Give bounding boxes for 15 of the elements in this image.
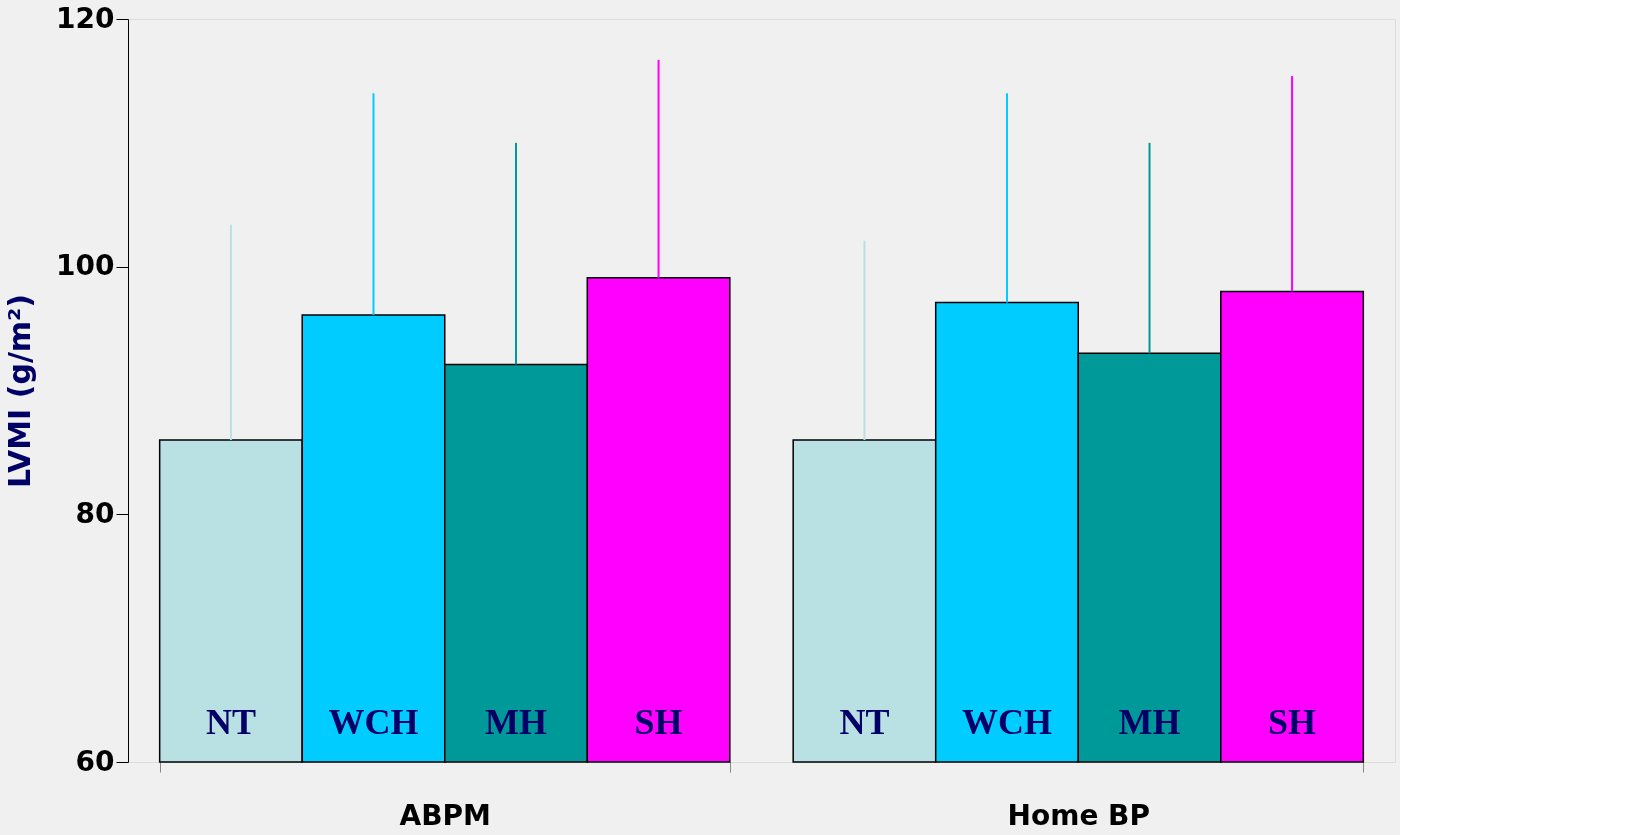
y-axis-title: LVMI (g/m²) [2,294,38,488]
y-tick-label: 80 [75,496,115,530]
text: SH [1268,702,1317,742]
text: MH [1118,702,1181,742]
x-tick-label: Home BP [1007,798,1150,832]
text: WCH [961,702,1052,742]
x-tick-label: ABPM [399,798,491,832]
series-label: NT [205,702,256,742]
text: NT [839,702,890,742]
series-label: SH [634,702,683,742]
series-label: WCH [328,702,419,742]
y-tick-label: 60 [75,744,115,778]
y-tick-label: 120 [56,1,115,35]
series-label: MH [485,702,548,742]
y-tick-label: 100 [56,249,115,283]
